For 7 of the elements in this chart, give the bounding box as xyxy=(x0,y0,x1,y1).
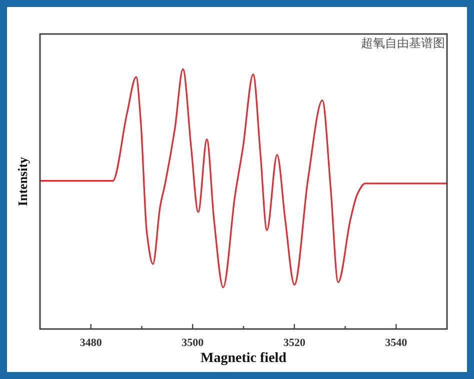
x-tick-label: 3520 xyxy=(283,337,306,349)
y-axis-title: Intensity xyxy=(15,156,30,206)
x-axis-title: Magnetic field xyxy=(200,351,287,366)
x-tick-label: 3480 xyxy=(80,337,102,349)
x-tick-label: 3500 xyxy=(182,337,204,349)
x-tick-label: 3540 xyxy=(385,337,408,349)
chart-title: 超氧自由基谱图 xyxy=(361,36,445,50)
